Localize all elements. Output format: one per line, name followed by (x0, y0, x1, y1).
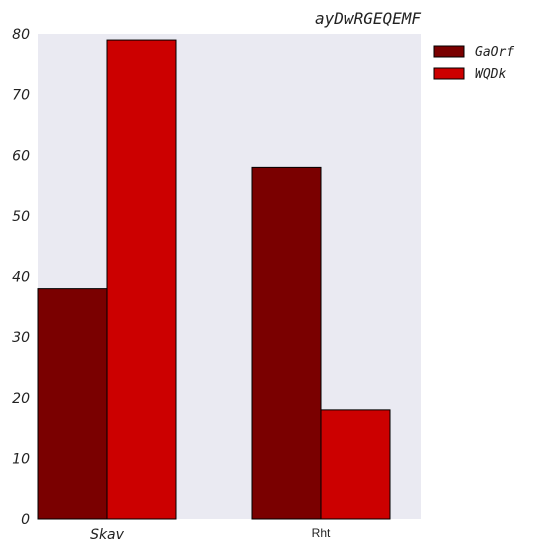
bars-group (37, 39, 391, 520)
legend-label: GaOrf (475, 45, 514, 60)
y-tick-label: 40 (12, 270, 30, 286)
bar-GaOrf-Rht (251, 166, 322, 520)
x-tick-label: Skav (90, 527, 125, 543)
chart-title: ayDwRGEQEMF (315, 9, 421, 28)
x-axis-ticks: Skav Rht (90, 526, 331, 543)
y-tick-label: 0 (21, 512, 30, 528)
y-axis-ticks: 0 10 20 30 40 50 60 70 80 (12, 27, 30, 528)
y-tick-label: 70 (12, 88, 30, 104)
legend: GaOrf WQDk (433, 45, 514, 82)
y-tick-label: 30 (12, 330, 30, 346)
y-tick-label: 20 (12, 391, 30, 407)
y-tick-label: 80 (12, 27, 30, 43)
y-tick-label: 50 (12, 209, 30, 225)
y-tick-label: 60 (12, 148, 30, 164)
legend-label: WQDk (475, 67, 506, 82)
bar-WQDk-Skav (106, 39, 177, 520)
bar-WQDk-Rht (320, 409, 391, 520)
x-tick-label: Rht (312, 526, 331, 540)
legend-swatch (433, 67, 465, 80)
legend-swatch (433, 45, 465, 58)
bar-GaOrf-Skav (37, 288, 108, 520)
y-tick-label: 10 (12, 451, 30, 467)
